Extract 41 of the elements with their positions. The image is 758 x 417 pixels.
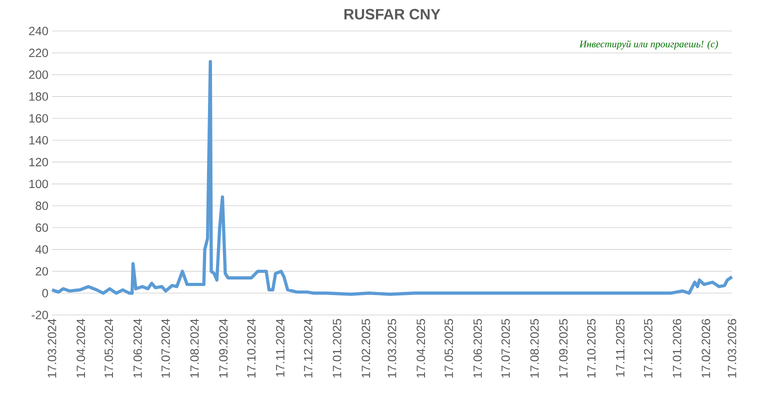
x-tick-label: 17.12.2024	[304, 318, 312, 378]
y-tick-label: 140	[29, 136, 48, 144]
x-tick-label: 17.08.2024	[190, 318, 199, 378]
x-tick-label: 17.12.2025	[644, 319, 652, 378]
x-tick-label: 17.05.2024	[104, 318, 114, 378]
x-tick-label: 17.09.2024	[219, 318, 228, 378]
x-tick-label: 17.09.2025	[559, 319, 568, 378]
x-tick-label: 17.10.2024	[247, 318, 256, 378]
x-tick-label: 17.04.2024	[76, 318, 86, 378]
y-tick-label: 40	[35, 245, 48, 254]
y-tick-label: 60	[36, 223, 48, 232]
y-tick-label: -20	[32, 310, 48, 320]
y-tick-label: 0	[42, 288, 48, 298]
y-tick-label: 240	[29, 26, 48, 36]
x-tick-label: 17.01.2025	[332, 319, 342, 378]
y-tick-label: 100	[29, 180, 48, 188]
x-tick-label: 17.11.2025	[616, 319, 624, 377]
y-tick-label: 200	[29, 70, 48, 79]
x-tick-label: 17.05.2025	[444, 319, 454, 378]
x-tick-label: 17.03.2025	[388, 319, 396, 378]
y-tick-label: 20	[36, 267, 48, 276]
x-tick-label: 17.01.2026	[672, 319, 682, 378]
y-tick-label: 180	[29, 92, 48, 101]
x-tick-label: 17.10.2025	[587, 319, 596, 378]
y-tick-label: 160	[29, 114, 48, 123]
y-tick-label: 120	[29, 158, 48, 166]
x-tick-label: 17.02.2026	[702, 319, 710, 378]
annotation: Инвестируй или проиграешь! (с)	[579, 40, 718, 50]
x-tick-label: 17.03.2024	[48, 318, 56, 378]
y-tick-label: 80	[36, 202, 48, 210]
x-tick-label: 17.06.2024	[133, 318, 142, 378]
x-tick-label: 17.08.2025	[530, 319, 539, 378]
chart-title: RUSFAR CNY	[344, 8, 440, 20]
x-tick-label: 17.02.2025	[362, 319, 370, 378]
x-tick-label: 17.03.2026	[728, 319, 736, 378]
x-tick-label: 17.07.2024	[161, 318, 170, 378]
y-tick-label: 220	[29, 48, 48, 58]
x-tick-label: 17.06.2025	[473, 319, 482, 378]
x-tick-label: 17.11.2024	[276, 318, 284, 377]
x-tick-label: 17.04.2025	[416, 319, 426, 378]
x-tick-label: 17.07.2025	[501, 319, 510, 378]
